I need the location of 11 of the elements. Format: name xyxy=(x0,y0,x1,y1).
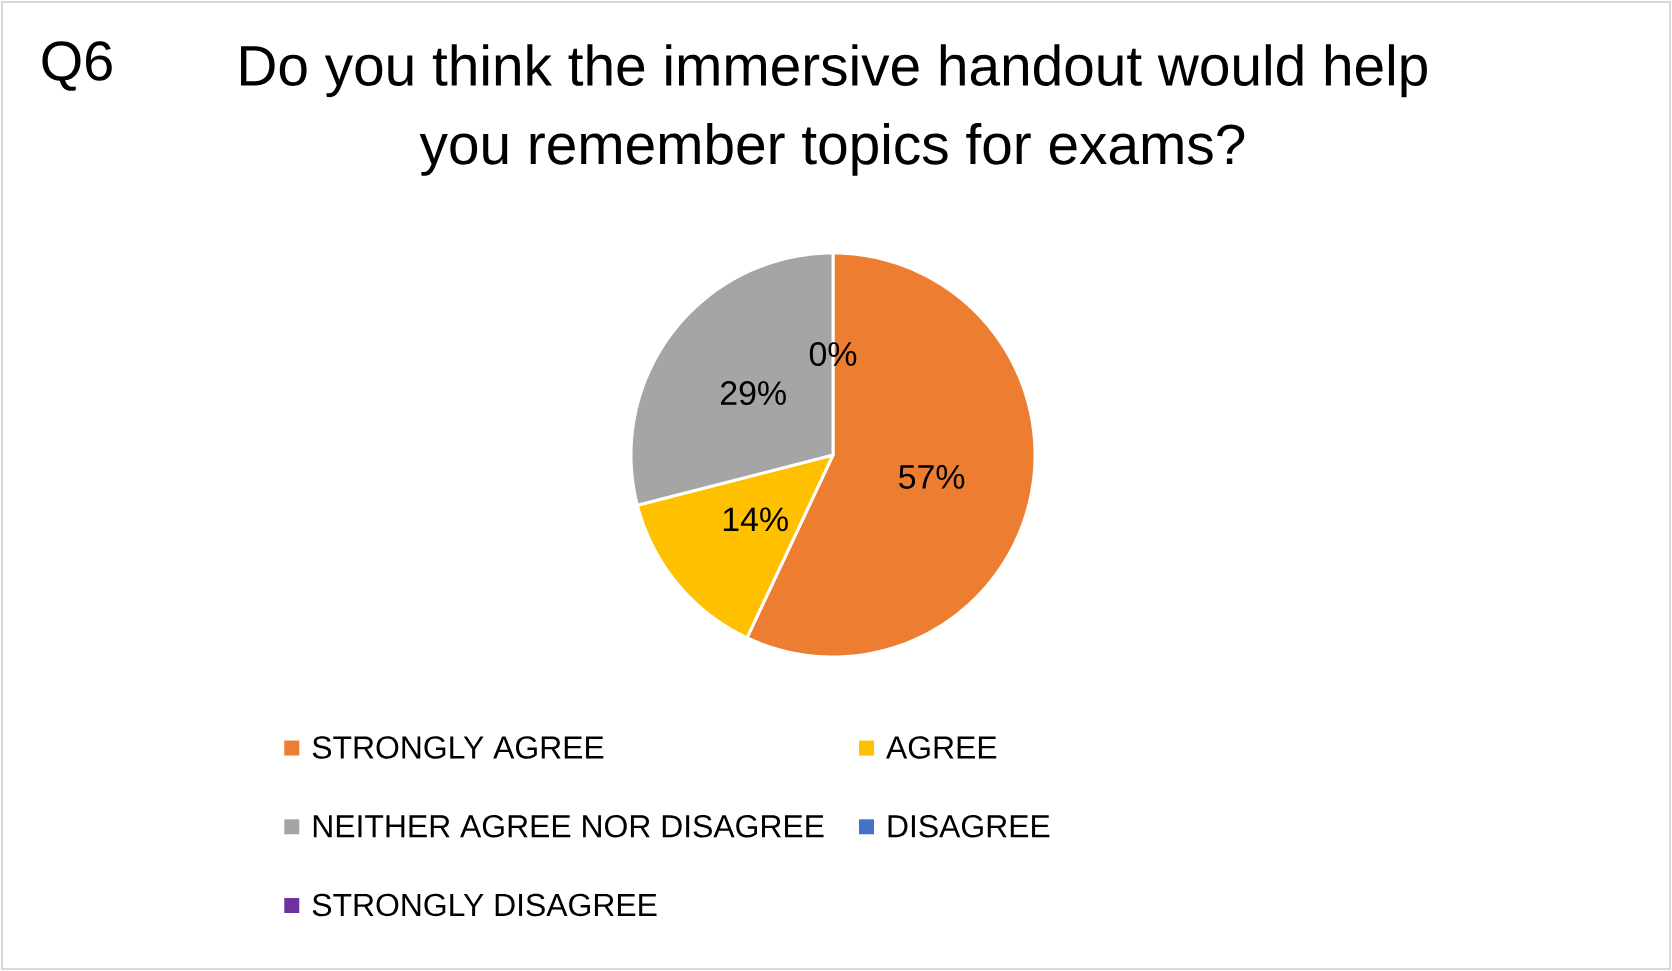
chart-title: Do you think the immersive handout would help you remember topics for exams? xyxy=(241,44,1427,176)
legend-label: DISAGREE xyxy=(888,814,1050,838)
legend-label: NEITHER AGREE NOR DISAGREE xyxy=(313,814,824,838)
text: Q6 xyxy=(42,41,112,91)
data-label: 57% xyxy=(899,465,965,489)
legend-label: STRONGLY AGREE xyxy=(312,736,604,759)
data-label: 14% xyxy=(723,507,788,532)
legend-label: AGREE xyxy=(886,736,997,759)
legend-label: STRONGLY DISAGREE xyxy=(312,893,657,917)
text: 0% xyxy=(809,341,857,366)
data-label: 29% xyxy=(721,381,786,406)
